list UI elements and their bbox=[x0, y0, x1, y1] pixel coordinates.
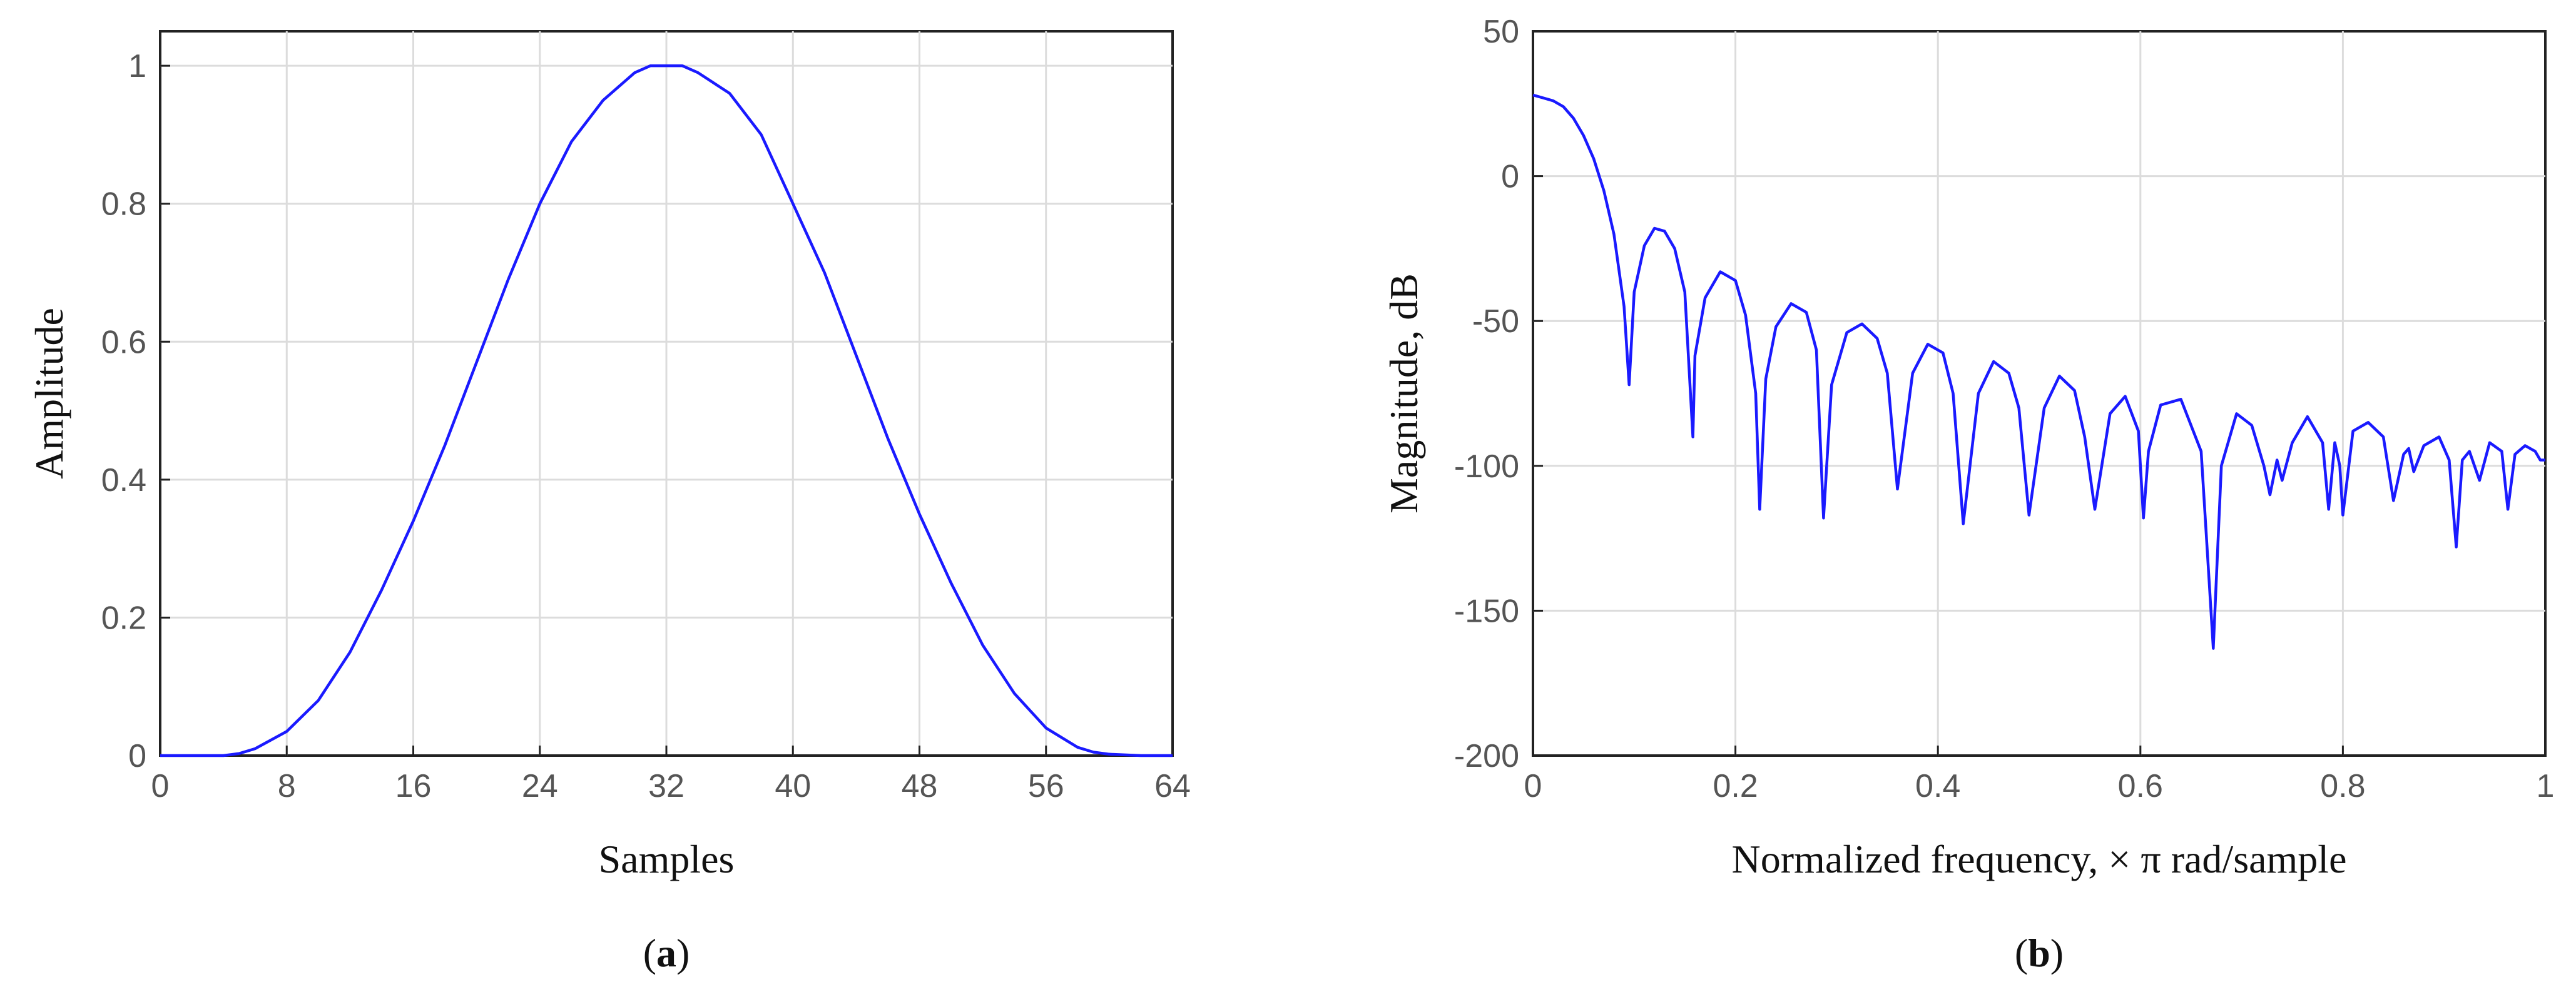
chart-b-series-line bbox=[1532, 93, 2545, 650]
chart-a-x-tick-label: 48 bbox=[902, 768, 938, 804]
chart-a-series bbox=[160, 64, 1173, 757]
chart-b-grid bbox=[1533, 31, 2545, 756]
chart-b-y-tick-label: -150 bbox=[1454, 593, 1519, 629]
chart-b-x-tick-label: 0.6 bbox=[2118, 768, 2163, 804]
chart-b-ticks: 0 0.2 0.4 0.6 0.8 1 -200 -150 -100 -50 0 50 bbox=[1454, 14, 2555, 804]
chart-b-x-tick-label: 0.4 bbox=[1915, 768, 1960, 804]
chart-b-x-tick-label: 0 bbox=[1524, 768, 1542, 804]
chart-a-y-tick-label: 0.2 bbox=[101, 600, 146, 636]
chart-b-y-tick-label: -100 bbox=[1454, 448, 1519, 485]
chart-a-y-tick-label: 1 bbox=[128, 48, 146, 84]
chart-a-panel-letter: a bbox=[656, 931, 676, 975]
chart-a-x-tick-label: 8 bbox=[278, 768, 296, 804]
chart-a-grid bbox=[160, 31, 1173, 756]
chart-b-y-tick-label: 0 bbox=[1501, 159, 1519, 195]
chart-b-x-tick-label: 0.8 bbox=[2320, 768, 2365, 804]
chart-b-series bbox=[1532, 93, 2545, 650]
chart-a-x-tick-label: 0 bbox=[151, 768, 170, 804]
chart-b-y-tick-label: -200 bbox=[1454, 738, 1519, 774]
chart-b-x-tick-label: 0.2 bbox=[1713, 768, 1758, 804]
chart-b-panel-letter: b bbox=[2028, 931, 2050, 975]
chart-b-plot-area bbox=[1532, 30, 2547, 757]
chart-a-x-tick-label: 24 bbox=[522, 768, 558, 804]
chart-a-y-tick-label: 0 bbox=[128, 738, 146, 774]
chart-a-x-tick-label: 32 bbox=[648, 768, 685, 804]
chart-b-panel-label: (b) bbox=[2015, 931, 2064, 975]
chart-a: 0 8 16 24 32 40 48 56 64 0 0.2 0.4 0.6 0.8 1 Samples A… bbox=[27, 30, 1191, 975]
chart-a-y-axis-label: Amplitude bbox=[27, 308, 71, 479]
chart-b-x-tick-label: 1 bbox=[2537, 768, 2555, 804]
chart-b-y-tick-label: -50 bbox=[1472, 303, 1519, 340]
chart-a-x-tick-label: 56 bbox=[1028, 768, 1064, 804]
chart-a-ticks: 0 8 16 24 32 40 48 56 64 0 0.2 0.4 0.6 0.8 1 bbox=[101, 48, 1191, 804]
chart-b-y-axis-label: Magnitude, dB bbox=[1382, 273, 1426, 514]
chart-a-y-tick-label: 0.8 bbox=[101, 186, 146, 223]
chart-a-x-tick-label: 64 bbox=[1154, 768, 1191, 804]
chart-a-x-tick-label: 40 bbox=[775, 768, 811, 804]
chart-a-x-tick-label: 16 bbox=[395, 768, 432, 804]
chart-b-y-tick-label: 50 bbox=[1483, 14, 1519, 50]
chart-a-x-axis-label: Samples bbox=[599, 837, 735, 881]
chart-a-panel-label: (a) bbox=[643, 931, 690, 975]
chart-b: 0 0.2 0.4 0.6 0.8 1 -200 -150 -100 -50 0 50 Normali… bbox=[1382, 14, 2554, 975]
chart-a-series-line bbox=[160, 64, 1173, 757]
chart-a-y-tick-label: 0.4 bbox=[101, 462, 146, 499]
chart-b-x-axis-label: Normalized frequency, × π rad/sample bbox=[1732, 837, 2347, 881]
chart-a-y-tick-label: 0.6 bbox=[101, 324, 146, 360]
